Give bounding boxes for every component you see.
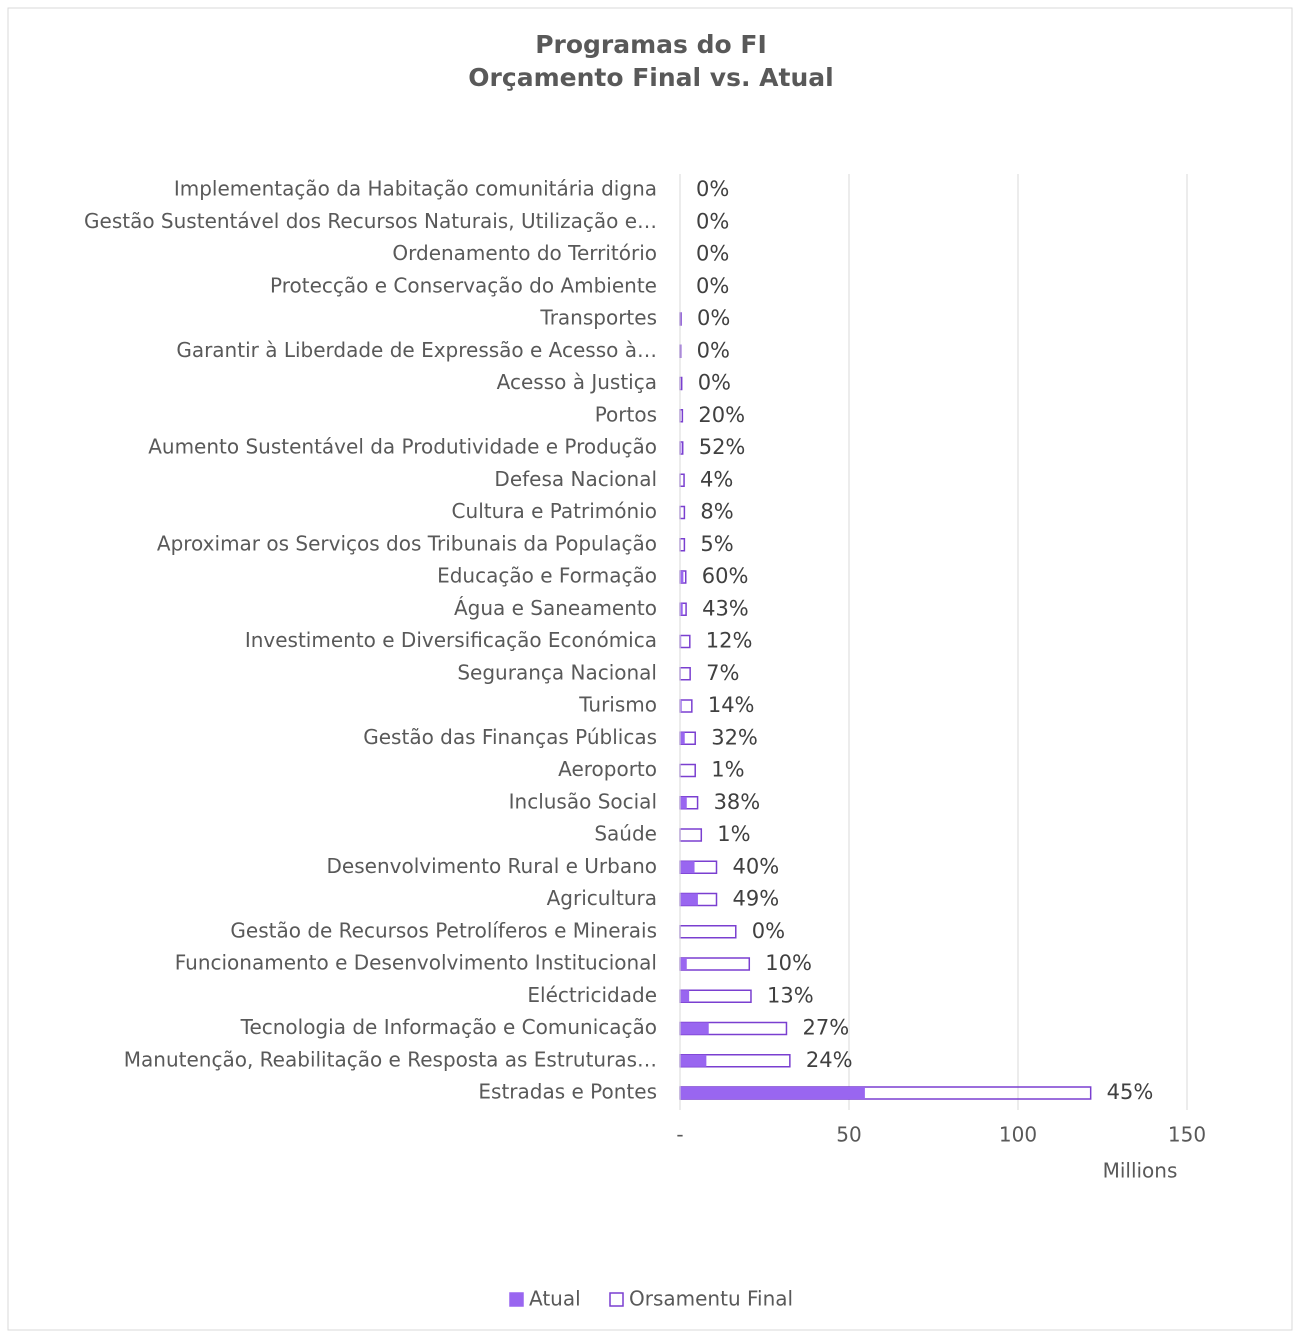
bar-atual [680, 861, 695, 873]
x-tick-label: 150 [1168, 1123, 1206, 1147]
y-tick-label: Desenvolvimento Rural e Urbano [327, 854, 657, 878]
y-tick-label: Defesa Nacional [494, 467, 657, 491]
x-axis-label: Millions [1103, 1159, 1178, 1183]
data-label: 10% [765, 951, 812, 975]
data-label: 40% [733, 854, 780, 878]
y-tick-label: Acesso à Justiça [497, 370, 657, 394]
data-label: 0% [697, 306, 730, 330]
y-tick-label: Estradas e Pontes [478, 1080, 657, 1104]
data-label: 5% [700, 532, 733, 556]
data-label: 49% [733, 887, 780, 911]
y-tick-label: Aumento Sustentável da Produtividade e P… [148, 435, 657, 459]
y-tick-label: Implementação da Habitação comunitária d… [174, 177, 657, 201]
y-tick-label: Transportes [539, 306, 657, 330]
data-label: 12% [706, 629, 753, 653]
data-label: 32% [711, 725, 758, 749]
data-label: 38% [714, 790, 761, 814]
y-tick-label: Segurança Nacional [457, 660, 657, 684]
x-tick-label: 100 [999, 1123, 1037, 1147]
data-label: 24% [806, 1048, 853, 1072]
data-label: 0% [698, 371, 731, 395]
data-label: 27% [802, 1016, 849, 1040]
data-label: 0% [696, 242, 729, 266]
data-label: 60% [702, 564, 749, 588]
data-label: 14% [708, 693, 755, 717]
legend-label: Orsamentu Final [629, 1287, 793, 1311]
bar-atual [680, 732, 685, 744]
data-label: 0% [696, 177, 729, 201]
data-label: 0% [752, 919, 785, 943]
y-tick-label: Inclusão Social [509, 789, 657, 813]
chart-title: Programas do FI [535, 30, 767, 59]
bar-atual [680, 990, 689, 1002]
bar-atual [680, 571, 683, 583]
data-label: 20% [698, 403, 745, 427]
bar-atual [680, 958, 687, 970]
y-tick-label: Aproximar os Serviços dos Tribunais da P… [157, 531, 657, 555]
data-label: 1% [711, 758, 744, 782]
x-tick-label: 50 [836, 1123, 861, 1147]
bar-atual [680, 894, 698, 906]
y-tick-label: Eléctricidade [527, 983, 657, 1007]
data-label: 7% [706, 661, 739, 685]
y-tick-label: Gestão das Finanças Públicas [363, 725, 657, 749]
data-label: 45% [1107, 1080, 1154, 1104]
y-tick-label: Agricultura [547, 886, 657, 910]
legend-label: Atual [529, 1287, 581, 1311]
y-tick-label: Gestão de Recursos Petrolíferos e Minera… [230, 918, 657, 942]
x-tick-label: - [676, 1123, 683, 1147]
y-tick-label: Turismo [578, 693, 657, 717]
y-tick-label: Gestão Sustentável dos Recursos Naturais… [84, 209, 657, 233]
y-tick-label: Funcionamento e Desenvolvimento Instituc… [175, 951, 657, 975]
y-tick-label: Garantir à Liberdade de Expressão e Aces… [176, 338, 657, 362]
y-tick-label: Cultura e Património [452, 499, 657, 523]
data-label: 13% [767, 983, 814, 1007]
data-label: 0% [696, 274, 729, 298]
data-label: 1% [717, 822, 750, 846]
y-tick-label: Água e Saneamento [454, 596, 657, 620]
data-label: 8% [700, 500, 733, 524]
bar-atual [680, 1023, 709, 1035]
y-tick-label: Aeroporto [558, 757, 657, 781]
y-tick-label: Portos [595, 402, 657, 426]
bar-atual [680, 1055, 706, 1067]
legend-swatch [510, 1293, 523, 1306]
data-label: 4% [700, 467, 733, 491]
y-tick-label: Ordenamento do Território [392, 241, 657, 265]
data-label: 0% [696, 209, 729, 233]
y-tick-label: Protecção e Conservação do Ambiente [270, 273, 657, 297]
y-tick-label: Saúde [594, 822, 657, 846]
y-tick-label: Investimento e Diversificação Económica [245, 628, 657, 652]
chart-title: Orçamento Final vs. Atual [468, 63, 833, 92]
data-label: 0% [697, 338, 730, 362]
y-tick-label: Tecnologia de Informação e Comunicação [240, 1015, 657, 1039]
bar-atual [680, 1087, 865, 1099]
bar-atual [680, 797, 687, 809]
data-label: 52% [699, 435, 746, 459]
y-tick-label: Manutenção, Reabilitação e Resposta as E… [124, 1047, 657, 1071]
y-tick-label: Educação e Formação [437, 564, 657, 588]
data-label: 43% [702, 596, 749, 620]
